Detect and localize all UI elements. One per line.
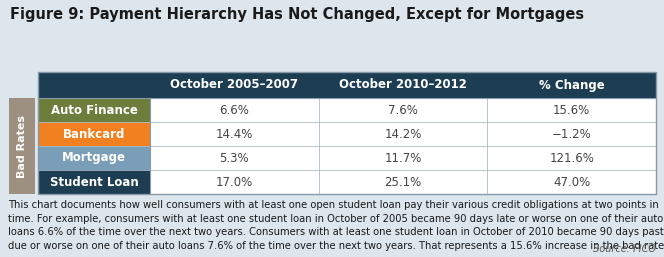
Text: Figure 9: Payment Hierarchy Has Not Changed, Except for Mortgages: Figure 9: Payment Hierarchy Has Not Chan… [10, 7, 584, 22]
FancyBboxPatch shape [150, 98, 656, 122]
Text: 11.7%: 11.7% [384, 151, 422, 164]
FancyBboxPatch shape [150, 146, 656, 170]
Text: This chart documents how well consumers with at least one open student loan pay : This chart documents how well consumers … [8, 200, 664, 251]
Text: −1.2%: −1.2% [552, 127, 592, 141]
Text: Bankcard: Bankcard [63, 127, 125, 141]
Text: 5.3%: 5.3% [220, 151, 249, 164]
Text: 6.6%: 6.6% [219, 104, 249, 116]
Text: Bad Rates: Bad Rates [17, 115, 27, 178]
Text: 14.4%: 14.4% [216, 127, 253, 141]
Text: 17.0%: 17.0% [216, 176, 253, 188]
Text: 47.0%: 47.0% [553, 176, 590, 188]
Text: October 2005–2007: October 2005–2007 [171, 78, 298, 91]
FancyBboxPatch shape [150, 170, 656, 194]
FancyBboxPatch shape [150, 122, 656, 146]
Text: Source: FICO: Source: FICO [593, 244, 656, 254]
FancyBboxPatch shape [38, 170, 150, 194]
FancyBboxPatch shape [38, 72, 656, 98]
FancyBboxPatch shape [9, 98, 35, 194]
Text: 7.6%: 7.6% [388, 104, 418, 116]
FancyBboxPatch shape [38, 122, 150, 146]
Text: % Change: % Change [539, 78, 604, 91]
Text: Mortgage: Mortgage [62, 151, 126, 164]
Text: Auto Finance: Auto Finance [50, 104, 137, 116]
Text: 25.1%: 25.1% [384, 176, 422, 188]
Text: 121.6%: 121.6% [549, 151, 594, 164]
Text: 14.2%: 14.2% [384, 127, 422, 141]
Text: October 2010–2012: October 2010–2012 [339, 78, 467, 91]
Text: Student Loan: Student Loan [50, 176, 138, 188]
FancyBboxPatch shape [38, 98, 150, 122]
Text: 15.6%: 15.6% [553, 104, 590, 116]
FancyBboxPatch shape [38, 146, 150, 170]
